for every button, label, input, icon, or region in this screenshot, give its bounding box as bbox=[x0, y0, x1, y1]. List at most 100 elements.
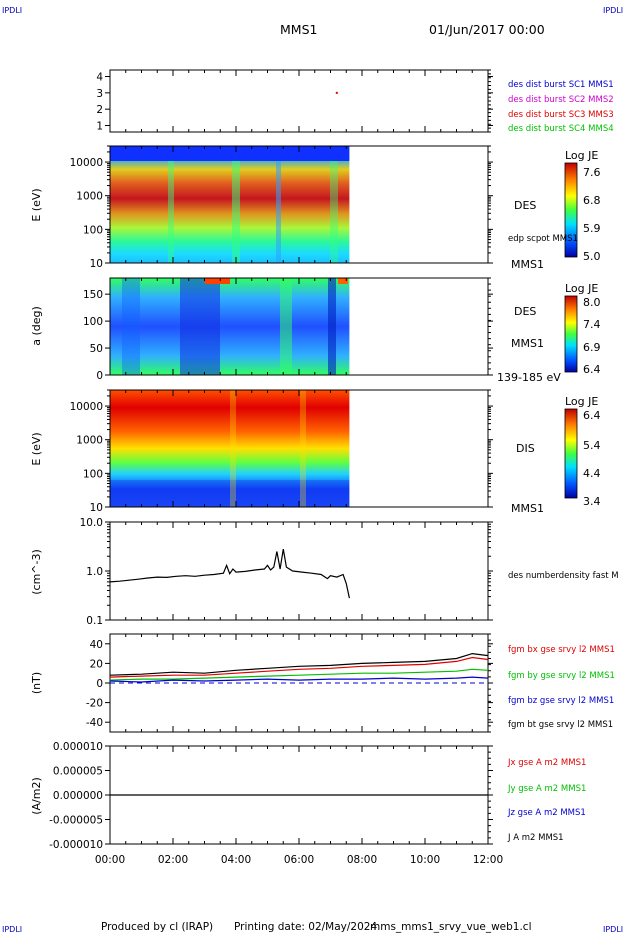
legend-entry-jx: Jx gse A m2 MMS1 bbox=[507, 758, 586, 768]
no-data-region bbox=[349, 278, 488, 375]
legend-entry-j: J A m2 MMS1 bbox=[507, 833, 564, 843]
y-tick-label: 100 bbox=[83, 468, 103, 480]
colorbar-tick: 5.9 bbox=[583, 222, 601, 235]
colorbar-tick: 5.0 bbox=[583, 250, 601, 263]
y-tick-label: 100 bbox=[83, 316, 103, 328]
y-axis-label: (A/m2) bbox=[30, 777, 43, 815]
colorbar-tick: 4.4 bbox=[583, 467, 601, 480]
y-tick-label: -40 bbox=[86, 717, 103, 729]
corner-label-bottom-right: IPDLI bbox=[603, 925, 623, 934]
corner-label-top-left: IPDLI bbox=[2, 6, 22, 15]
panel-frame bbox=[109, 521, 489, 621]
scpot-annotation: edp scpot MMS1 bbox=[508, 234, 578, 244]
y-tick-label: 10.0 bbox=[80, 517, 103, 529]
x-tick-label: 10:00 bbox=[410, 854, 440, 866]
y-tick-label: 1000 bbox=[76, 191, 103, 203]
colorbar-label: Log JE bbox=[565, 395, 598, 408]
magnetic-field-line bbox=[109, 668, 489, 681]
spacecraft-label: MMS1 bbox=[511, 258, 544, 271]
colorbar-label: Log JE bbox=[565, 149, 598, 162]
y-tick-label: 0.1 bbox=[86, 615, 103, 627]
colorbar-tick: 3.4 bbox=[583, 495, 601, 508]
y-tick-label: -20 bbox=[86, 698, 103, 710]
des-pitch-angle-spectrogram bbox=[110, 278, 350, 375]
instrument-label-dis: DIS bbox=[516, 442, 535, 455]
y-tick-label: 10000 bbox=[70, 157, 103, 169]
colorbar-dis-energy: Log JE 6.4 5.4 4.4 3.4 bbox=[564, 395, 601, 508]
y-tick-label: -0.000005 bbox=[49, 815, 103, 827]
legend-entry-bz: fgm bz gse srvy l2 MMS1 bbox=[508, 696, 614, 706]
magnetic-field-line bbox=[109, 676, 489, 683]
y-axis-label: E (eV) bbox=[30, 188, 43, 221]
colorbar-des-energy: Log JE 7.6 6.8 5.9 5.0 bbox=[564, 149, 601, 263]
x-tick-label: 02:00 bbox=[158, 854, 188, 866]
instrument-label-des: DES bbox=[514, 305, 536, 318]
corner-label-top-right: IPDLI bbox=[603, 6, 623, 15]
y-tick-label: 0.000000 bbox=[53, 790, 103, 802]
y-tick-label: 4 bbox=[96, 72, 103, 84]
legend-entry-bt: fgm bt gse srvy l2 MMS1 bbox=[508, 720, 613, 730]
colorbar-label: Log JE bbox=[565, 282, 598, 295]
panel-frame bbox=[109, 69, 489, 133]
legend-entry-c2: des dist burst SC2 MMS2 bbox=[508, 95, 614, 105]
colorbar-tick: 6.4 bbox=[583, 363, 601, 376]
density-line bbox=[109, 548, 350, 599]
y-tick-label: 2 bbox=[96, 104, 103, 116]
y-tick-label: 10 bbox=[90, 502, 103, 514]
energy-range-label: 139-185 eV bbox=[497, 371, 561, 384]
dis-energy-spectrogram bbox=[110, 390, 350, 507]
burst-marker bbox=[335, 91, 338, 94]
legend-entry-bx: fgm bx gse srvy l2 MMS1 bbox=[508, 645, 615, 655]
des-energy-spectrogram bbox=[110, 146, 350, 263]
legend-entry-c4: des dist burst SC4 MMS4 bbox=[508, 124, 614, 134]
instrument-label-des: DES bbox=[514, 199, 536, 212]
colorbar-tick: 6.9 bbox=[583, 341, 601, 354]
footer-filename: mms_mms1_srvy_vue_web1.cl bbox=[370, 921, 532, 933]
y-tick-label: 1000 bbox=[76, 435, 103, 447]
x-tick-label: 12:00 bbox=[473, 854, 503, 866]
y-tick-label: 3 bbox=[96, 88, 103, 100]
footer-print-date: Printing date: 02/May/2024 bbox=[234, 921, 377, 933]
legend-entry-jy: Jy gse A m2 MMS1 bbox=[507, 784, 586, 794]
y-tick-label: 50 bbox=[90, 343, 103, 355]
x-tick-label: 00:00 bbox=[95, 854, 125, 866]
y-tick-label: 0.000010 bbox=[53, 741, 103, 753]
y-tick-label: 150 bbox=[83, 289, 103, 301]
legend-entry-c3: des dist burst SC3 MMS3 bbox=[508, 110, 614, 120]
corner-label-bottom-left: IPDLI bbox=[2, 925, 22, 934]
footer-producer: Produced by cl (IRAP) bbox=[101, 921, 213, 933]
plot-datetime: 01/Jun/2017 00:00 bbox=[429, 22, 545, 37]
plot-title: MMS1 bbox=[280, 22, 317, 37]
y-axis-label: E (eV) bbox=[30, 432, 43, 465]
magnetic-field-line bbox=[109, 656, 489, 678]
spacecraft-label: MMS1 bbox=[511, 502, 544, 515]
y-tick-label: 0 bbox=[96, 678, 103, 690]
x-tick-label: 08:00 bbox=[347, 854, 377, 866]
y-axis-label: (nT) bbox=[30, 672, 43, 694]
spacecraft-label: MMS1 bbox=[511, 337, 544, 350]
legend-entry-density: des numberdensity fast M bbox=[508, 571, 619, 581]
colorbar-tick: 7.4 bbox=[583, 318, 601, 331]
x-tick-label: 04:00 bbox=[221, 854, 251, 866]
legend-entry-c1: des dist burst SC1 MMS1 bbox=[508, 80, 614, 90]
y-axis-label: (cm^-3) bbox=[30, 549, 43, 595]
colorbar-des-pitch: Log JE 8.0 7.4 6.9 6.4 bbox=[564, 282, 601, 376]
y-tick-label: 10 bbox=[90, 258, 103, 270]
y-tick-label: 40 bbox=[90, 639, 103, 651]
no-data-region bbox=[349, 390, 488, 507]
colorbar-tick: 6.8 bbox=[583, 194, 601, 207]
magnetic-field-line bbox=[109, 652, 489, 676]
y-tick-label: 10000 bbox=[70, 401, 103, 413]
colorbar-tick: 5.4 bbox=[583, 439, 601, 452]
legend-entry-by: fgm by gse srvy l2 MMS1 bbox=[508, 671, 615, 681]
y-axis-label: a (deg) bbox=[30, 306, 43, 346]
y-tick-label: 1 bbox=[96, 120, 103, 132]
legend-entry-jz: Jz gse A m2 MMS1 bbox=[507, 808, 586, 818]
y-tick-label: 0 bbox=[96, 370, 103, 382]
y-tick-label: 20 bbox=[90, 658, 103, 670]
y-tick-label: 100 bbox=[83, 224, 103, 236]
y-tick-label: 1.0 bbox=[86, 566, 103, 578]
x-tick-label: 06:00 bbox=[284, 854, 314, 866]
colorbar-tick: 8.0 bbox=[583, 296, 601, 309]
